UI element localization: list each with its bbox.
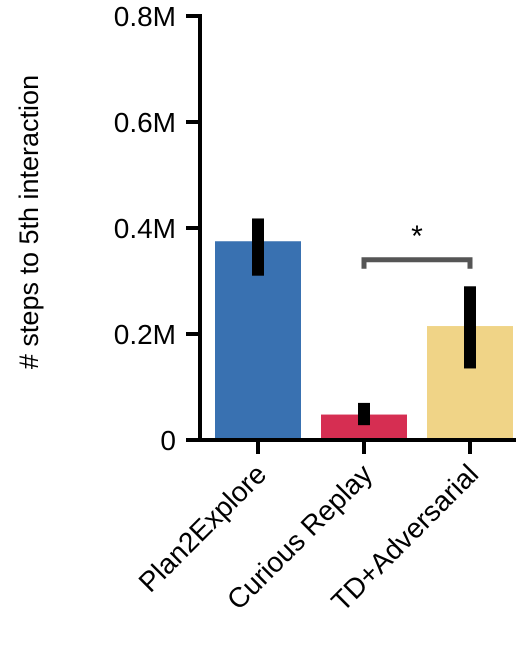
error-bar [358,402,370,426]
y-ticks-layer: 0 0.2M 0.4M 0.6M 0.8M [114,1,200,456]
y-tick-label: 0.4M [114,213,176,244]
error-bar [464,286,476,369]
significance-bracket [361,257,473,269]
error-bar [252,218,264,276]
y-tick-label: 0.2M [114,319,176,350]
significance-label: * [411,220,423,253]
significance-layer: * [361,220,473,269]
y-tick-label: 0.6M [114,107,176,138]
y-axis-label: # steps to 5th interaction [14,75,44,369]
y-tick-label: 0 [160,425,176,456]
error-bars-layer [252,218,476,426]
y-tick-label: 0.8M [114,1,176,32]
